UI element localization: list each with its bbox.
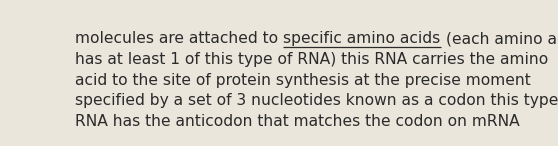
- Text: molecules are attached to: molecules are attached to: [75, 31, 283, 46]
- Text: specific amino acids: specific amino acids: [283, 31, 441, 46]
- Text: acid to the site of protein synthesis at the precise moment: acid to the site of protein synthesis at…: [75, 73, 531, 88]
- Text: specified by a set of 3 nucleotides known as a codon this type of: specified by a set of 3 nucleotides know…: [75, 93, 558, 108]
- Text: (each amino acid: (each amino acid: [441, 31, 558, 46]
- Text: RNA has the anticodon that matches the codon on mRNA: RNA has the anticodon that matches the c…: [75, 114, 520, 129]
- Text: has at least 1 of this type of RNA) this RNA carries the amino: has at least 1 of this type of RNA) this…: [75, 52, 549, 67]
